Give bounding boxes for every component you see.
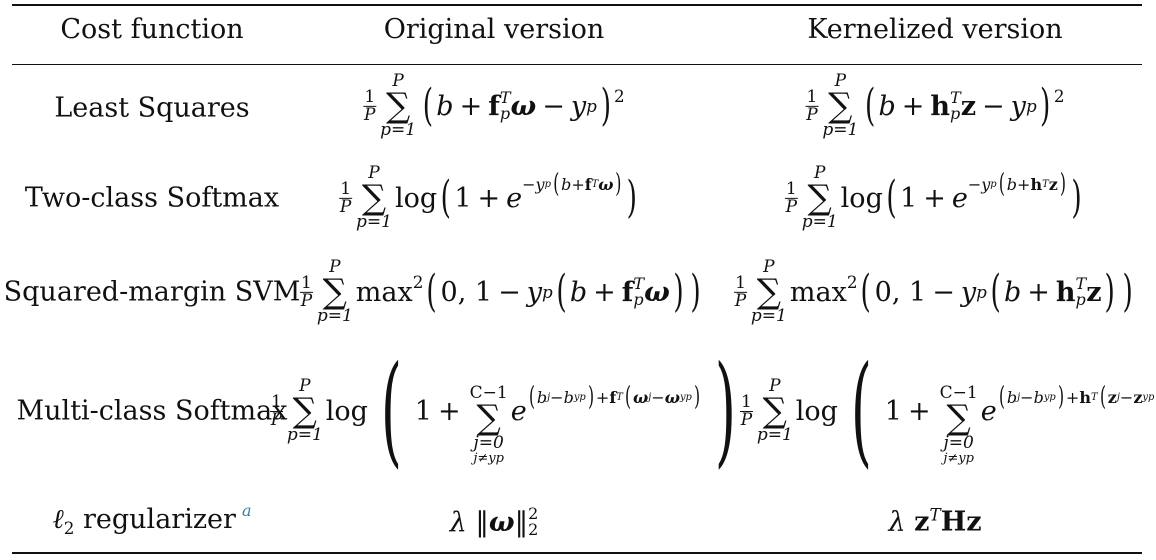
header-original-version: Original version (383, 14, 605, 45)
row-name-l2-regularizer: ℓ2 regularizer a (52, 500, 252, 539)
header-rule (12, 64, 1142, 65)
header-kernelized-version: Kernelized version (807, 14, 1063, 45)
top-rule (12, 4, 1142, 6)
row-name-least-squares: Least Squares (54, 92, 250, 124)
formula-l2-original: λ ‖ ω ‖ 2 2 (449, 504, 539, 539)
row-name-squared-margin-svm: Squared-margin SVM (3, 276, 301, 308)
row-name-two-class-softmax: Two-class Softmax (24, 182, 280, 214)
header-cost-function: Cost function (60, 14, 244, 45)
footnote-marker[interactable]: a (241, 500, 252, 520)
bottom-rule (12, 552, 1142, 554)
row-name-multi-class-softmax: Multi-class Softmax (16, 395, 288, 427)
